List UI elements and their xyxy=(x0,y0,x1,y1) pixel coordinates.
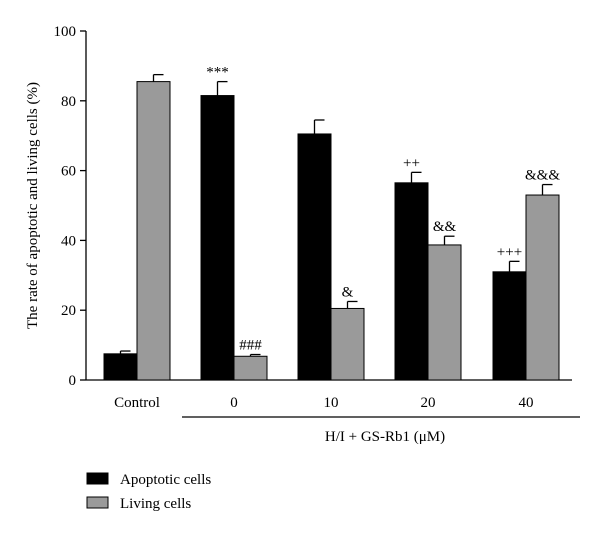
y-tick-label: 100 xyxy=(54,24,77,40)
y-tick-label: 20 xyxy=(61,303,76,319)
bar-apoptotic xyxy=(200,95,235,381)
bar-apoptotic xyxy=(492,271,527,381)
legend-label: Living cells xyxy=(120,496,191,512)
y-tick-label: 40 xyxy=(61,233,76,249)
group-label: H/I + GS-Rb1 (μM) xyxy=(325,429,445,445)
legend-swatch xyxy=(86,496,109,509)
bar-living xyxy=(330,307,365,381)
significance-annotation: ++ xyxy=(403,155,420,171)
bar-apoptotic xyxy=(394,182,429,381)
x-category-label: 0 xyxy=(230,395,238,411)
bar-living xyxy=(427,244,462,381)
y-tick-label: 60 xyxy=(61,164,76,180)
legend-label: Apoptotic cells xyxy=(120,472,211,488)
significance-annotation: +++ xyxy=(497,244,522,260)
x-category-label: 10 xyxy=(324,395,339,411)
significance-annotation: && xyxy=(433,219,457,235)
bar-living xyxy=(525,194,560,381)
x-category-label: 40 xyxy=(519,395,534,411)
x-category-label: 20 xyxy=(421,395,436,411)
y-tick-label: 80 xyxy=(61,94,76,110)
bar-living xyxy=(136,81,171,381)
bar-living xyxy=(233,355,268,381)
y-tick-label: 0 xyxy=(69,373,77,389)
significance-annotation: & xyxy=(342,284,354,300)
x-category-label: Control xyxy=(114,395,160,411)
legend-swatch xyxy=(86,472,109,485)
bar-apoptotic xyxy=(103,353,138,381)
significance-annotation: &&& xyxy=(525,168,560,184)
significance-annotation: *** xyxy=(206,65,229,81)
bar-apoptotic xyxy=(297,133,332,381)
y-axis-label: The rate of apoptotic and living cells (… xyxy=(25,82,41,329)
significance-annotation: ### xyxy=(239,338,262,354)
